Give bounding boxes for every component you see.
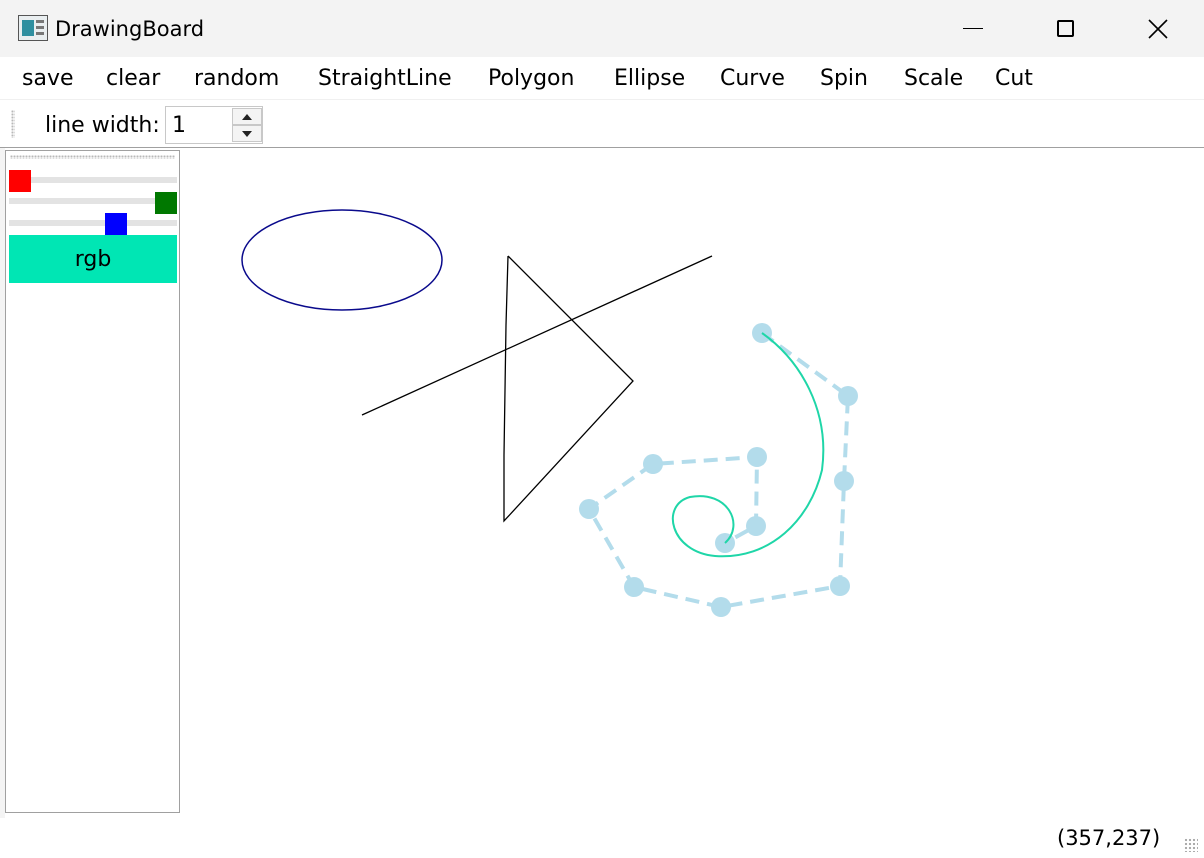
menu-curve[interactable]: Curve xyxy=(720,66,785,91)
title-bar: DrawingBoard xyxy=(0,0,1204,57)
green-slider-handle[interactable] xyxy=(155,192,177,214)
blue-slider-handle[interactable] xyxy=(105,213,128,235)
arrow-down-icon xyxy=(242,130,252,137)
status-bar: (357,237) xyxy=(0,818,1204,858)
arrow-up-icon xyxy=(242,113,252,120)
toolbar-grip-handle[interactable] xyxy=(11,110,15,138)
menu-ellipse[interactable]: Ellipse xyxy=(614,66,686,91)
menu-random[interactable]: random xyxy=(194,66,280,91)
line-width-label: line width: xyxy=(45,113,160,138)
spin-down-button[interactable] xyxy=(232,125,262,142)
rgb-color-swatch[interactable]: rgb xyxy=(9,235,177,283)
menu-cut[interactable]: Cut xyxy=(995,66,1033,91)
drawing-canvas[interactable] xyxy=(180,148,1204,818)
rgb-swatch-label: rgb xyxy=(74,246,112,272)
line-width-value[interactable]: 1 xyxy=(172,113,186,138)
close-button[interactable] xyxy=(1128,0,1188,57)
window-left-edge xyxy=(0,148,5,818)
dock-grip-handle[interactable] xyxy=(10,155,175,159)
red-slider-handle[interactable] xyxy=(9,170,31,192)
resize-grip-icon[interactable] xyxy=(1184,838,1198,852)
menu-scale[interactable]: Scale xyxy=(904,66,964,91)
minimize-button[interactable] xyxy=(943,0,1003,57)
green-slider[interactable] xyxy=(9,198,177,204)
menu-straight-line[interactable]: StraightLine xyxy=(318,66,452,91)
line-width-spinbox[interactable]: 1 xyxy=(165,106,263,144)
app-icon xyxy=(18,15,48,41)
blue-slider[interactable] xyxy=(9,220,177,226)
menu-clear[interactable]: clear xyxy=(106,66,161,91)
toolbar-separator xyxy=(0,147,1204,148)
menu-polygon[interactable]: Polygon xyxy=(488,66,575,91)
menu-bar: save clear random StraightLine Polygon E… xyxy=(0,57,1204,100)
maximize-icon xyxy=(1056,20,1074,37)
close-icon xyxy=(1148,18,1168,39)
red-slider[interactable] xyxy=(9,177,177,183)
spin-up-button[interactable] xyxy=(232,108,262,125)
window-title: DrawingBoard xyxy=(55,17,205,41)
cursor-coordinates: (357,237) xyxy=(1057,826,1161,850)
menu-spin[interactable]: Spin xyxy=(820,66,868,91)
color-dock-panel: rgb xyxy=(5,150,180,813)
menu-save[interactable]: save xyxy=(22,66,74,91)
maximize-button[interactable] xyxy=(1035,0,1095,57)
minimize-icon xyxy=(963,27,983,30)
